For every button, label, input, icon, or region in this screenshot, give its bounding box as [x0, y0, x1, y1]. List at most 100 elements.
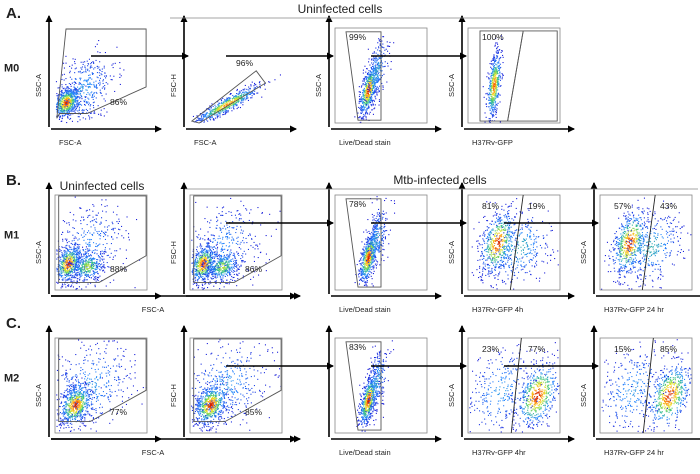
x-axis-label: FSC-A — [194, 138, 217, 147]
x-axis-label: FSC-A — [142, 448, 165, 457]
x-axis-label: H37Rv-GFP 4hr — [472, 448, 526, 457]
gate-singlets — [190, 70, 267, 124]
plot-frame — [467, 194, 561, 291]
row-label: M0 — [4, 63, 19, 75]
y-axis-label: SSC-A — [447, 384, 456, 407]
density-plot — [482, 35, 504, 123]
y-axis-label: SSC-A — [447, 241, 456, 264]
x-axis-label: H37Rv-GFP — [472, 138, 513, 147]
plot-frame — [334, 27, 428, 124]
plot-axes — [590, 182, 700, 297]
x-axis-label: Live/Dead stain — [339, 138, 391, 147]
gate-cells — [58, 195, 147, 283]
gate-split — [642, 337, 654, 434]
plot-axes — [458, 15, 575, 133]
gate-live — [345, 31, 382, 121]
gate-gfp-positive — [507, 30, 558, 122]
plot-axes — [180, 15, 297, 133]
gate-live — [345, 341, 382, 431]
gate-percent: 15% — [614, 344, 631, 354]
group-label: Mtb-infected cells — [393, 173, 486, 187]
gate-split — [510, 337, 522, 434]
group-label: Uninfected cells — [60, 179, 145, 193]
gate-percent: 99% — [349, 32, 366, 42]
gate-percent: 86% — [245, 264, 262, 274]
density-plot — [56, 196, 141, 291]
row-label: M1 — [4, 230, 19, 242]
plot-axes — [590, 325, 700, 440]
density-plot — [56, 339, 147, 432]
density-plot — [469, 342, 560, 433]
panel-label: A. — [6, 5, 21, 22]
plot-frame — [467, 337, 561, 434]
x-axis-label: H37Rv-GFP 4h — [472, 305, 523, 314]
plot-frame — [189, 194, 283, 291]
density-plot — [191, 197, 281, 291]
gate-percent: 77% — [528, 344, 545, 354]
plot-frame — [599, 337, 693, 434]
plot-frame — [54, 194, 148, 291]
y-axis-label: SSC-A — [34, 384, 43, 407]
y-axis-label: FSC-H — [169, 241, 178, 264]
row-label: M2 — [4, 373, 19, 385]
gate-percent: 43% — [660, 201, 677, 211]
group-label: Uninfected cells — [298, 2, 383, 16]
gate-percent: 81% — [482, 201, 499, 211]
gate-percent: 88% — [110, 264, 127, 274]
plot-frame — [54, 337, 148, 434]
plot-frame — [334, 337, 428, 434]
y-axis-label: SSC-A — [447, 74, 456, 97]
x-axis-label: Live/Dead stain — [339, 448, 391, 457]
gate-percent: 57% — [614, 201, 631, 211]
density-plot — [356, 340, 395, 432]
panel-label: B. — [6, 172, 21, 189]
density-plot — [601, 339, 692, 433]
gate-percent: 86% — [110, 97, 127, 107]
gate-percent: 23% — [482, 344, 499, 354]
gate-split — [641, 194, 656, 291]
density-plot — [471, 198, 559, 290]
gate-live — [345, 198, 382, 288]
y-axis-label: SSC-A — [34, 241, 43, 264]
plot-frame — [189, 337, 283, 434]
x-axis-label: H37Rv-GFP 24 hr — [604, 305, 664, 314]
x-axis-label: Live/Dead stain — [339, 305, 391, 314]
plot-axes — [458, 325, 575, 443]
panel-label: C. — [6, 315, 21, 332]
gate-cells — [193, 195, 282, 283]
plot-axes — [45, 15, 162, 133]
gate-gfp — [479, 30, 524, 122]
density-plot — [354, 196, 396, 287]
plot-frame — [599, 194, 693, 291]
y-axis-label: FSC-H — [169, 384, 178, 407]
density-plot — [192, 74, 281, 123]
x-axis-label: FSC-A — [59, 138, 82, 147]
gate-percent: 96% — [236, 58, 253, 68]
gate-percent: 77% — [110, 407, 127, 417]
gate-percent: 85% — [660, 344, 677, 354]
plot-axes — [325, 325, 442, 443]
plot-frame — [467, 27, 561, 124]
density-plot — [354, 36, 395, 124]
plot-axes — [325, 15, 442, 133]
gate-cells — [56, 28, 147, 119]
plot-frame — [334, 194, 428, 291]
gate-cells — [193, 338, 282, 423]
gate-percent: 83% — [349, 342, 366, 352]
x-axis-label: FSC-A — [142, 305, 165, 314]
gate-percent: 19% — [528, 201, 545, 211]
gate-percent: 100% — [482, 32, 504, 42]
plot-axes — [458, 182, 575, 300]
density-plot — [601, 197, 692, 290]
y-axis-label: SSC-A — [579, 384, 588, 407]
gate-percent: 85% — [245, 407, 262, 417]
density-plot — [191, 339, 282, 433]
x-axis-label: H37Rv-GFP 24 hr — [604, 448, 664, 457]
plot-axes — [325, 182, 442, 300]
y-axis-label: FSC-H — [169, 74, 178, 97]
density-plot — [55, 40, 125, 124]
y-axis-label: SSC-A — [34, 74, 43, 97]
y-axis-label: SSC-A — [579, 241, 588, 264]
y-axis-label: SSC-A — [314, 74, 323, 97]
